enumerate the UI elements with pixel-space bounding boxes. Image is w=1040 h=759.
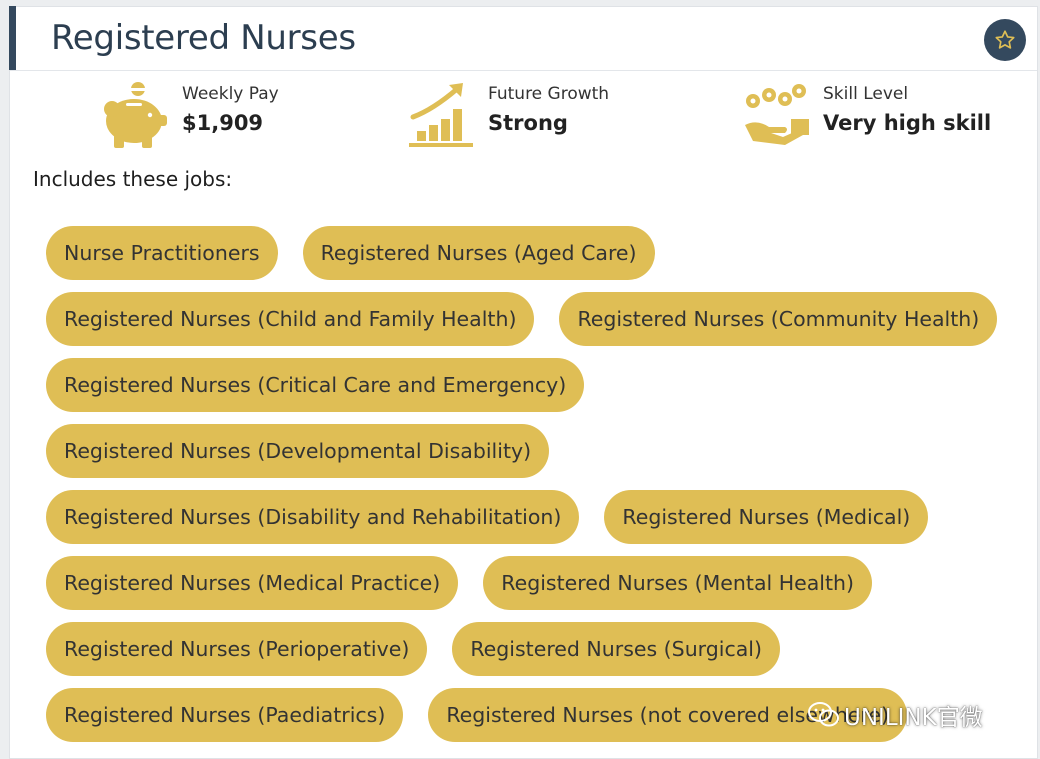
job-chip[interactable]: Registered Nurses (Aged Care) [302, 226, 655, 280]
card-header: Registered Nurses [9, 6, 1037, 71]
chip-row: Registered Nurses (Disability and Rehabi… [46, 490, 1026, 544]
stat-label: Skill Level [823, 84, 909, 104]
job-chip[interactable]: Registered Nurses (Medical Practice) [46, 556, 459, 610]
chip-row: Registered Nurses (Child and Family Heal… [46, 292, 1026, 346]
stat-label: Future Growth [488, 84, 610, 104]
watermark-text: UNILINK官微 [844, 705, 983, 731]
watermark: UNILINK官微 [808, 698, 983, 732]
header-accent-bar [9, 6, 16, 70]
chip-row: Registered Nurses (Developmental Disabil… [46, 424, 1026, 478]
chip-row: Registered Nurses (Medical Practice) Reg… [46, 556, 1026, 610]
job-chip[interactable]: Registered Nurses (Disability and Rehabi… [46, 490, 580, 544]
job-chip[interactable]: Registered Nurses (Child and Family Heal… [46, 292, 535, 346]
stat-value: Very high skill [823, 111, 992, 135]
job-chip[interactable]: Nurse Practitioners [46, 226, 278, 280]
growth-chart-icon [409, 83, 473, 147]
occupation-card: Registered Nurses Weekly Pay $1,909 [9, 6, 1038, 759]
job-chip-list: Nurse Practitioners Registered Nurses (A… [46, 226, 1026, 754]
chip-row: Nurse Practitioners Registered Nurses (A… [46, 226, 1026, 280]
jobs-heading: Includes these jobs: [33, 167, 233, 191]
star-icon [995, 30, 1015, 49]
page-title: Registered Nurses [51, 18, 356, 58]
piggy-bank-icon [104, 82, 167, 148]
stat-value: Strong [488, 111, 568, 135]
job-chip[interactable]: Registered Nurses (Surgical) [452, 622, 780, 676]
stat-future-growth: Future Growth Strong [409, 81, 629, 151]
chip-row: Registered Nurses (Perioperative) Regist… [46, 622, 1026, 676]
job-chip[interactable]: Registered Nurses (Paediatrics) [46, 688, 404, 742]
job-chip[interactable]: Registered Nurses (Community Health) [559, 292, 998, 346]
chip-row: Registered Nurses (Paediatrics) Register… [46, 688, 1026, 742]
job-chip[interactable]: Registered Nurses (Medical) [604, 490, 929, 544]
job-chip[interactable]: Registered Nurses (Developmental Disabil… [46, 424, 550, 478]
job-chip[interactable]: Registered Nurses (Critical Care and Eme… [46, 358, 585, 412]
job-chip[interactable]: Registered Nurses (Mental Health) [483, 556, 873, 610]
favorite-button[interactable] [984, 19, 1026, 61]
job-chip[interactable]: Registered Nurses (Perioperative) [46, 622, 428, 676]
stat-skill-level: Skill Level Very high skill [743, 81, 1003, 151]
chip-row: Registered Nurses (Critical Care and Eme… [46, 358, 1026, 412]
stat-label: Weekly Pay [182, 84, 279, 104]
wechat-icon [808, 702, 839, 727]
gears-hand-icon [745, 84, 809, 145]
job-chip[interactable]: Registered Nurses (not covered elsewhere… [428, 688, 908, 742]
stat-value: $1,909 [182, 111, 264, 135]
stat-weekly-pay: Weekly Pay $1,909 [98, 81, 298, 151]
